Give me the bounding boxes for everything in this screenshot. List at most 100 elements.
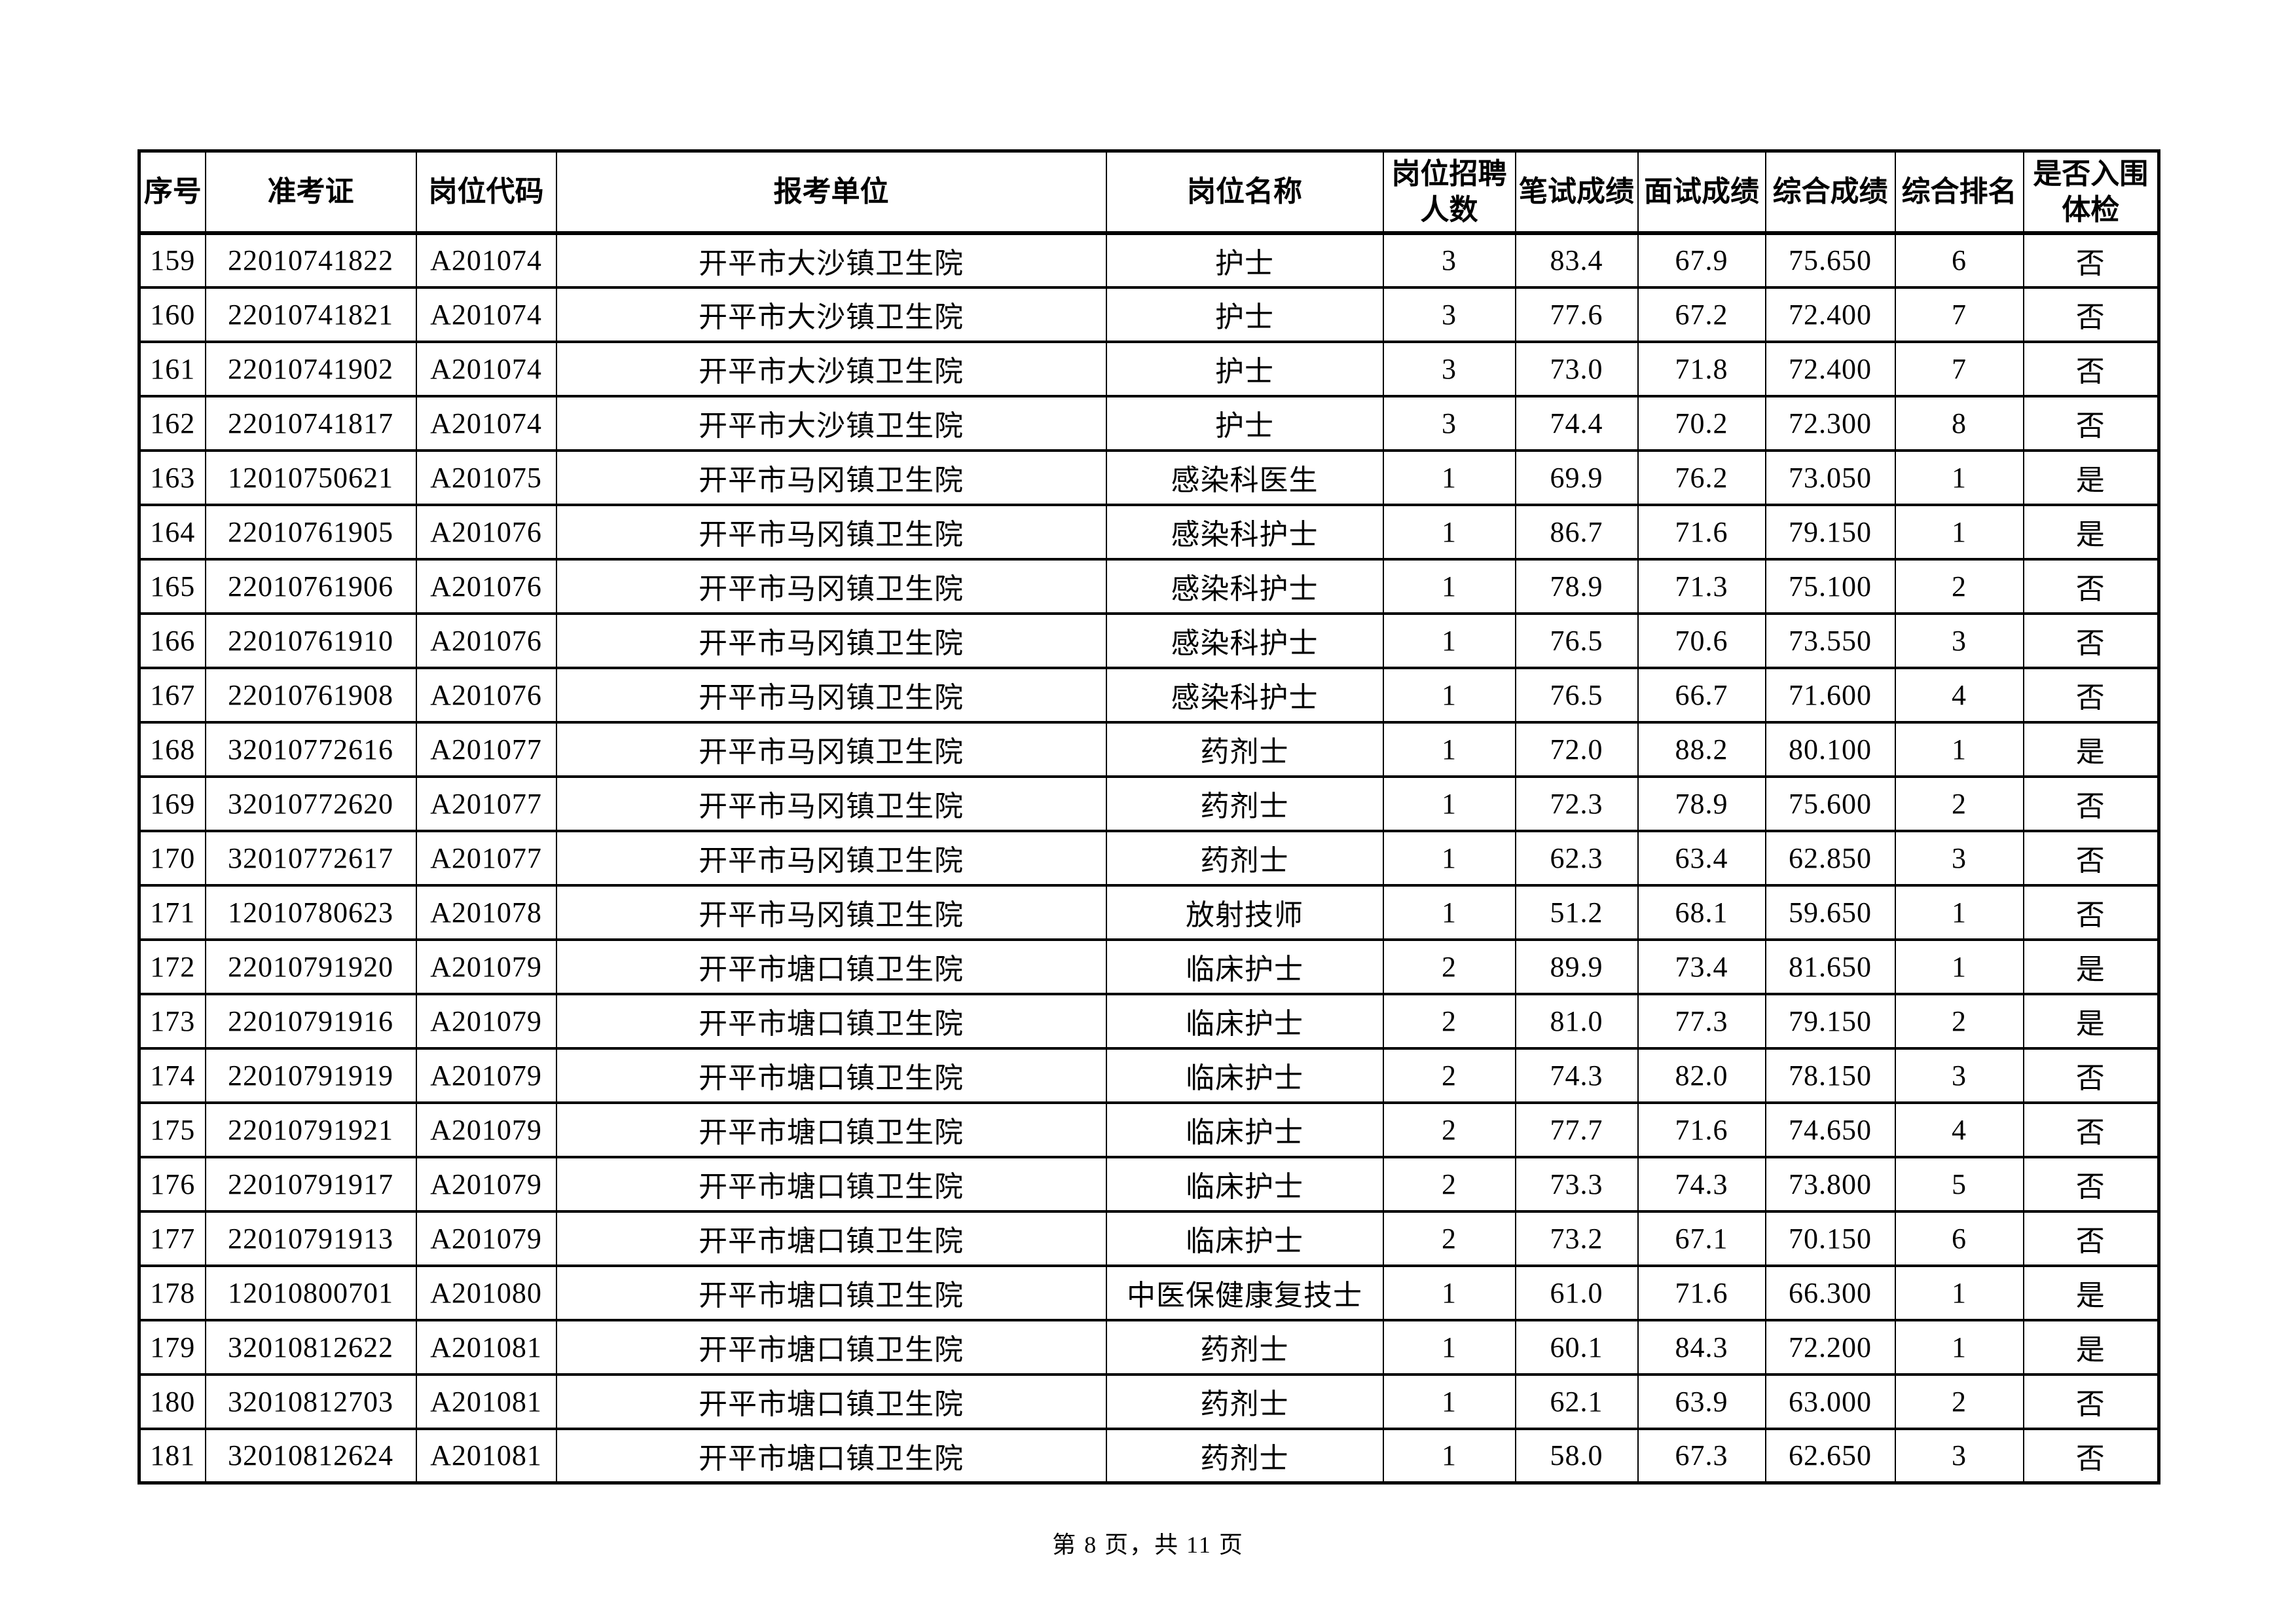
table-row: 165 22010761906 A201076 开平市马冈镇卫生院 感染科护士 1 78.9… (138, 557, 2160, 615)
cell-exam-ticket-number: 22010791916 (204, 992, 417, 1050)
cell-composite-rank: 1 (1894, 1264, 2024, 1321)
cell-composite-score: 75.100 (1764, 557, 1896, 615)
cell-composite-score: 73.550 (1764, 612, 1896, 669)
cell-index: 178 (138, 1264, 206, 1321)
cell-shortlisted-physical-exam: 否 (2022, 1209, 2160, 1267)
cell-index: 181 (138, 1427, 206, 1485)
cell-shortlisted-physical-exam: 否 (2022, 612, 2160, 669)
cell-interview-score: 74.3 (1637, 1155, 1766, 1213)
col-header-applied-unit: 报考单位 (555, 149, 1107, 235)
cell-position-name: 药剂士 (1105, 775, 1384, 832)
cell-written-score: 61.0 (1514, 1264, 1639, 1321)
cell-position-name: 临床护士 (1105, 938, 1384, 995)
cell-applied-unit: 开平市塘口镇卫生院 (555, 1373, 1107, 1430)
cell-shortlisted-physical-exam: 否 (2022, 231, 2160, 289)
cell-position-code: A201075 (415, 449, 557, 506)
cell-interview-score: 77.3 (1637, 992, 1766, 1050)
cell-composite-score: 75.600 (1764, 775, 1896, 832)
cell-composite-rank: 8 (1894, 394, 2024, 452)
cell-applied-unit: 开平市马冈镇卫生院 (555, 883, 1107, 941)
cell-index: 180 (138, 1373, 206, 1430)
cell-index: 173 (138, 992, 206, 1050)
cell-exam-ticket-number: 12010800701 (204, 1264, 417, 1321)
cell-written-score: 77.6 (1514, 286, 1639, 343)
col-header-composite-score: 综合成绩 (1764, 149, 1896, 235)
cell-position-name: 药剂士 (1105, 720, 1384, 778)
cell-composite-rank: 3 (1894, 1046, 2024, 1104)
cell-exam-ticket-number: 12010780623 (204, 883, 417, 941)
cell-applied-unit: 开平市马冈镇卫生院 (555, 829, 1107, 887)
cell-applied-unit: 开平市大沙镇卫生院 (555, 394, 1107, 452)
cell-written-score: 76.5 (1514, 612, 1639, 669)
cell-applied-unit: 开平市大沙镇卫生院 (555, 231, 1107, 289)
cell-exam-ticket-number: 22010761908 (204, 666, 417, 724)
cell-position-code: A201079 (415, 938, 557, 995)
cell-position-name: 药剂士 (1105, 1373, 1384, 1430)
cell-recruit-headcount: 2 (1382, 1155, 1516, 1213)
cell-composite-rank: 2 (1894, 557, 2024, 615)
cell-position-code: A201081 (415, 1427, 557, 1485)
cell-exam-ticket-number: 32010812622 (204, 1318, 417, 1376)
cell-position-code: A201079 (415, 1209, 557, 1267)
cell-exam-ticket-number: 22010741817 (204, 394, 417, 452)
cell-written-score: 78.9 (1514, 557, 1639, 615)
cell-shortlisted-physical-exam: 否 (2022, 286, 2160, 343)
cell-exam-ticket-number: 32010772620 (204, 775, 417, 832)
table-row: 171 12010780623 A201078 开平市马冈镇卫生院 放射技师 1 51.2 6… (138, 883, 2160, 941)
cell-composite-rank: 1 (1894, 883, 2024, 941)
cell-composite-score: 79.150 (1764, 992, 1896, 1050)
cell-position-code: A201074 (415, 394, 557, 452)
cell-written-score: 72.0 (1514, 720, 1639, 778)
cell-recruit-headcount: 2 (1382, 938, 1516, 995)
cell-position-code: A201079 (415, 992, 557, 1050)
table-header-row: 序号 准考证 岗位代码 报考单位 岗位名称 岗位招聘 人数 笔试成绩 面试成绩 综合成绩 综合排名… (138, 149, 2160, 235)
cell-shortlisted-physical-exam: 否 (2022, 829, 2160, 887)
cell-position-code: A201076 (415, 666, 557, 724)
cell-recruit-headcount: 1 (1382, 775, 1516, 832)
cell-index: 168 (138, 720, 206, 778)
cell-position-name: 护士 (1105, 394, 1384, 452)
table-row: 162 22010741817 A201074 开平市大沙镇卫生院 护士 3 74.4 70.… (138, 394, 2160, 452)
cell-index: 179 (138, 1318, 206, 1376)
cell-written-score: 89.9 (1514, 938, 1639, 995)
cell-written-score: 72.3 (1514, 775, 1639, 832)
cell-position-code: A201076 (415, 557, 557, 615)
cell-recruit-headcount: 1 (1382, 557, 1516, 615)
cell-interview-score: 88.2 (1637, 720, 1766, 778)
cell-index: 163 (138, 449, 206, 506)
cell-recruit-headcount: 1 (1382, 1264, 1516, 1321)
cell-recruit-headcount: 1 (1382, 720, 1516, 778)
cell-exam-ticket-number: 12010750621 (204, 449, 417, 506)
table-row: 169 32010772620 A201077 开平市马冈镇卫生院 药剂士 1 72.3 78… (138, 775, 2160, 832)
cell-shortlisted-physical-exam: 否 (2022, 883, 2160, 941)
cell-applied-unit: 开平市马冈镇卫生院 (555, 449, 1107, 506)
col-header-exam-ticket-number: 准考证 (204, 149, 417, 235)
cell-position-name: 感染科医生 (1105, 449, 1384, 506)
table-row: 160 22010741821 A201074 开平市大沙镇卫生院 护士 3 77.6 67.… (138, 286, 2160, 343)
cell-index: 159 (138, 231, 206, 289)
cell-written-score: 83.4 (1514, 231, 1639, 289)
cell-composite-rank: 6 (1894, 1209, 2024, 1267)
cell-index: 172 (138, 938, 206, 995)
cell-composite-rank: 3 (1894, 829, 2024, 887)
cell-recruit-headcount: 2 (1382, 1209, 1516, 1267)
cell-interview-score: 70.6 (1637, 612, 1766, 669)
cell-composite-rank: 6 (1894, 231, 2024, 289)
cell-composite-score: 59.650 (1764, 883, 1896, 941)
cell-composite-score: 73.050 (1764, 449, 1896, 506)
table-row: 163 12010750621 A201075 开平市马冈镇卫生院 感染科医生 1 69.9… (138, 449, 2160, 506)
cell-exam-ticket-number: 32010812703 (204, 1373, 417, 1430)
cell-position-name: 中医保健康复技士 (1105, 1264, 1384, 1321)
cell-shortlisted-physical-exam: 是 (2022, 992, 2160, 1050)
table-row: 177 22010791913 A201079 开平市塘口镇卫生院 临床护士 2 73.2 6… (138, 1209, 2160, 1267)
cell-position-name: 药剂士 (1105, 829, 1384, 887)
cell-shortlisted-physical-exam: 否 (2022, 394, 2160, 452)
cell-interview-score: 71.8 (1637, 340, 1766, 397)
page-footer: 第 8 页，共 11 页 (1052, 1532, 1244, 1558)
cell-recruit-headcount: 1 (1382, 1373, 1516, 1430)
cell-shortlisted-physical-exam: 否 (2022, 1101, 2160, 1158)
cell-applied-unit: 开平市马冈镇卫生院 (555, 612, 1107, 669)
cell-position-code: A201077 (415, 775, 557, 832)
cell-composite-rank: 7 (1894, 286, 2024, 343)
cell-written-score: 73.0 (1514, 340, 1639, 397)
